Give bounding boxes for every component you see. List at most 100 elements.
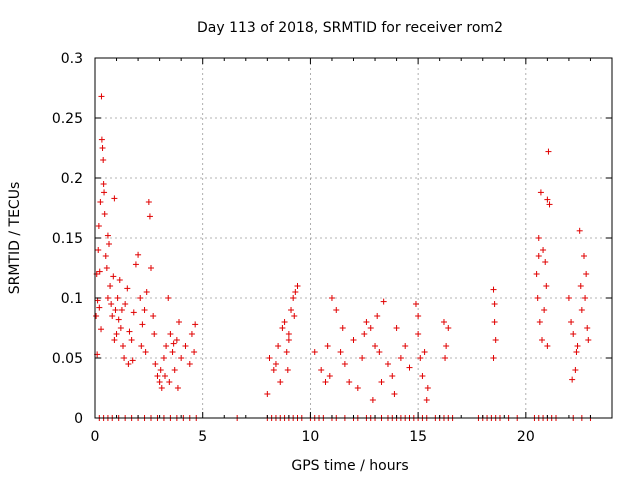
data-point [415, 331, 422, 337]
data-point [568, 319, 575, 325]
y-tick-label: 0.15 [52, 231, 83, 247]
data-point [163, 343, 170, 349]
data-point [333, 307, 340, 313]
data-point [572, 367, 579, 373]
x-tick-label: 20 [517, 429, 535, 445]
data-point [533, 271, 540, 277]
data-point [389, 373, 396, 379]
data-point [328, 295, 335, 301]
data-point [182, 343, 189, 349]
data-point [145, 199, 152, 205]
axis-ticks [94, 57, 613, 419]
data-point [290, 295, 297, 301]
data-point [412, 301, 419, 307]
data-point [124, 285, 131, 292]
data-point [393, 325, 400, 331]
data-point [143, 289, 150, 295]
data-point [173, 337, 180, 343]
data-point [96, 304, 103, 311]
data-point [158, 385, 165, 391]
x-tick-label: 15 [409, 429, 427, 445]
data-point [346, 379, 353, 385]
data-point [537, 189, 544, 196]
data-point [121, 355, 128, 361]
data-point [115, 316, 122, 323]
data-point [129, 357, 136, 364]
data-point [120, 343, 127, 349]
x-tick-label: 5 [198, 429, 207, 445]
data-point [138, 343, 145, 349]
data-point [419, 373, 426, 379]
data-point [318, 367, 325, 373]
data-point [369, 397, 376, 403]
data-point [101, 211, 108, 217]
data-point [141, 307, 148, 313]
data-point [491, 301, 498, 307]
data-point [536, 319, 543, 325]
data-point [406, 364, 413, 371]
data-point [108, 301, 115, 307]
data-point [93, 313, 100, 319]
data-point [178, 355, 185, 361]
data-point [118, 307, 125, 313]
data-point [359, 355, 366, 361]
data-point [584, 325, 591, 331]
data-point [95, 247, 102, 253]
data-point [339, 325, 346, 331]
data-point [569, 376, 576, 383]
data-point [97, 199, 104, 205]
data-point [150, 313, 157, 319]
y-tick-label: 0 [74, 411, 83, 427]
y-tick-label: 0.05 [52, 351, 83, 367]
data-point [376, 349, 383, 355]
data-point [162, 373, 169, 379]
data-point [137, 295, 144, 301]
data-point [110, 273, 117, 280]
data-point [139, 321, 146, 328]
data-point [275, 343, 282, 349]
data-point [292, 289, 299, 295]
data-point [542, 259, 549, 265]
data-point [100, 181, 107, 187]
y-tick-label: 0.3 [61, 51, 83, 67]
data-point [135, 251, 142, 258]
data-point [491, 319, 498, 325]
data-point [277, 379, 284, 385]
data-point [95, 223, 102, 229]
data-point [266, 355, 273, 361]
data-point [102, 253, 109, 259]
x-axis-label: GPS time / hours [291, 458, 408, 474]
data-point [281, 319, 288, 325]
data-point [442, 355, 449, 361]
data-point [578, 307, 585, 313]
x-tick-label: 10 [302, 429, 320, 445]
data-point [402, 343, 409, 349]
data-point [174, 385, 181, 391]
data-point [112, 307, 119, 313]
data-point [156, 379, 163, 385]
data-point [152, 361, 159, 367]
data-point [192, 321, 199, 328]
data-point [154, 373, 161, 379]
data-point [421, 349, 428, 355]
data-point [117, 325, 124, 331]
data-point [580, 253, 587, 259]
data-point [130, 309, 137, 316]
data-point [341, 361, 348, 367]
data-point [324, 343, 331, 349]
data-point [535, 235, 542, 241]
data-point [423, 397, 430, 403]
data-point [350, 337, 357, 343]
x-tick-labels: 0 5 10 15 20 [91, 429, 535, 445]
data-point [279, 325, 286, 331]
data-point [583, 271, 590, 277]
data-point [111, 195, 118, 202]
data-point [100, 157, 107, 163]
data-point [492, 337, 499, 343]
data-point [538, 337, 545, 343]
data-point [546, 201, 553, 208]
data-point [541, 307, 548, 313]
data-point [490, 286, 497, 293]
data-point [326, 373, 333, 379]
